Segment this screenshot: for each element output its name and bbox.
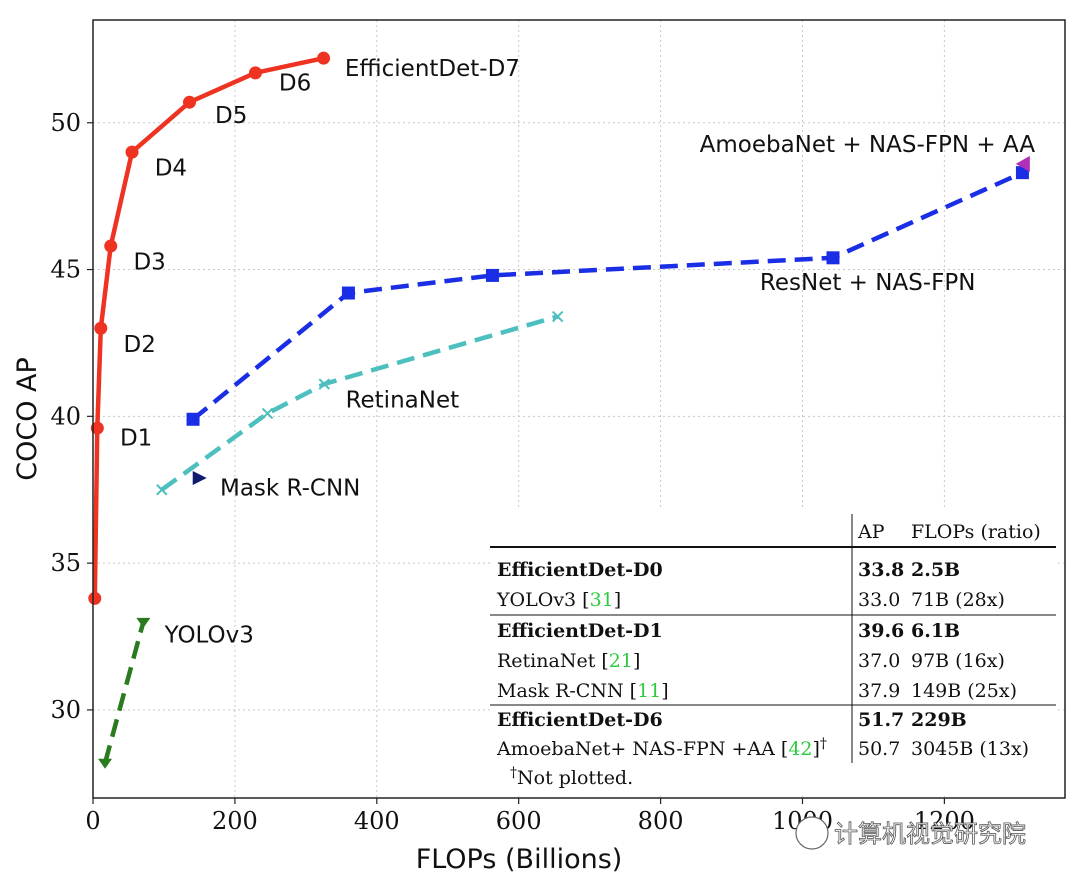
point-resnet-nas-fpn [826,251,840,265]
table-cell-model: EfficientDet-D0 [497,559,663,581]
watermark: 计算机视觉研究院 [795,816,1026,850]
table-cell-model: EfficientDet-D1 [497,620,663,642]
y-tick-label: 45 [50,256,81,284]
point-efficientdet [104,239,118,253]
wechat-icon [795,816,829,850]
annotation-label: AmoebaNet + NAS-FPN + AA [700,132,1036,158]
table-background [490,508,1056,796]
annotation-label: D5 [215,103,247,129]
y-tick-label: 40 [50,402,81,430]
ticks-layer: 0200400600800100012003035404550 [50,109,974,835]
table-cell-flops: 2.5B [911,559,960,581]
point-retinanet [156,484,168,496]
y-tick-label: 30 [50,696,81,724]
annotation-label: EfficientDet-D7 [345,56,520,82]
table-header-ap: AP [857,521,885,543]
x-tick-label: 800 [638,807,684,835]
table-cell-model: EfficientDet-D6 [497,709,663,731]
point-efficientdet [90,421,104,435]
point-retinanet [261,407,274,420]
table-cell-model: AmoebaNet+ NAS-FPN +AA [42]† [496,736,827,760]
point-efficientdet [248,66,262,80]
series-line-retinanet [160,314,559,492]
plot-frame [92,19,1066,799]
table-cell-ap: 37.0 [858,650,900,672]
table-cell-flops: 6.1B [911,620,960,642]
x-tick-label: 1200 [914,807,975,835]
table-footnote: †Not plotted. [510,765,633,789]
point-efficientdet [182,95,196,109]
point-resnet-nas-fpn [341,286,355,300]
table-cell-model: RetinaNet [21] [497,650,640,672]
annotation-label: D6 [279,70,311,96]
table-cell-ap: 39.6 [858,620,904,642]
y-axis-label: COCO AP [12,357,43,481]
annotation-label: ResNet + NAS-FPN [760,270,976,296]
y-tick-label: 35 [50,549,81,577]
table-cell-ap: 33.8 [858,559,904,581]
point-yolov3 [136,617,151,628]
annotation-label: D2 [124,332,156,358]
x-tick-label: 0 [85,807,100,835]
table-cell-ap: 37.9 [858,680,900,702]
point-resnet-nas-fpn [485,268,499,282]
point-retinanet [552,310,564,323]
table-cell-model: Mask R-CNN [11] [497,680,669,702]
results-table: AP FLOPs (ratio) EfficientDet-D0 33.8 2.5B YO… [490,508,1056,796]
annotation-label: Mask R-CNN [220,476,360,502]
table-cell-flops: 71B (28x) [911,589,1005,611]
point-resnet-nas-fpn [186,412,200,426]
table-cell-flops: 3045B (13x) [911,738,1029,760]
series-line-yolov3 [102,621,146,764]
markers-layer [88,51,1030,769]
x-axis-label: FLOPs (Billions) [416,844,623,875]
y-tick-label: 50 [50,109,81,137]
point-mask-r-cnn [192,470,207,485]
annotation-label: YOLOv3 [164,622,254,648]
annotation-label: RetinaNet [346,388,460,414]
point-efficientdet [317,51,331,65]
table-header-flops: FLOPs (ratio) [911,521,1041,543]
table-cell-flops: 149B (25x) [911,680,1017,702]
x-tick-label: 400 [354,807,400,835]
table-cell-flops: 97B (16x) [911,650,1005,672]
point-retinanet [318,378,331,390]
table-cell-ap: 51.7 [858,709,904,731]
annotation-label: D3 [133,250,165,276]
table-cell-flops: 229B [911,709,967,731]
point-efficientdet [94,321,108,335]
table-cell-ap: 33.0 [858,589,900,611]
watermark-text: 计算机视觉研究院 [834,820,1026,848]
annotation-label: D4 [155,156,187,182]
point-amoebanet-nas-fpn-aa [1015,155,1030,172]
point-efficientdet [125,145,139,159]
point-efficientdet [88,591,102,605]
table-cell-ap: 50.7 [858,738,900,760]
x-tick-label: 600 [496,807,542,835]
series-line-efficientdet [92,55,325,599]
point-yolov3 [98,758,113,769]
series-layer [92,55,1024,764]
table-cell-model: YOLOv3 [31] [496,589,621,611]
annotations-layer: EfficientDet-D7 D6 D5 D4 D3 D2 D1 AmoebaNet + N… [120,56,1035,649]
annotation-label: D1 [120,426,152,452]
x-tick-label: 200 [212,807,258,835]
